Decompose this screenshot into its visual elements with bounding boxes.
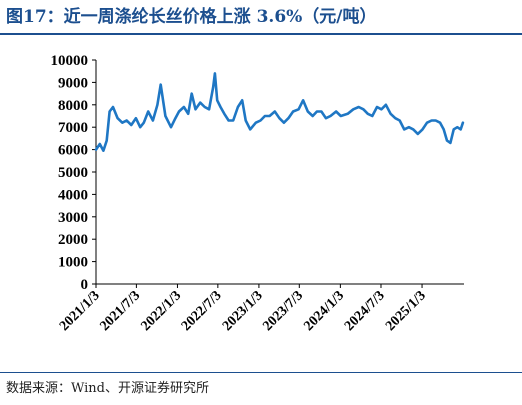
y-tick-label: 0	[81, 277, 89, 293]
y-tick-label: 6000	[58, 143, 88, 159]
x-tick-label: 2021/1/3	[57, 288, 103, 334]
x-tick-label: 2022/1/3	[138, 288, 184, 334]
x-tick-label: 2021/7/3	[97, 288, 143, 334]
y-tick-label: 7000	[58, 120, 88, 136]
series-line-polyester-filament-price	[94, 72, 465, 152]
price-line-chart: 0 1000 2000 3000 4000 5000 6000 7000 8000 9000 100…	[51, 53, 465, 334]
chart-axes	[95, 60, 464, 285]
x-tick-label: 2022/7/3	[179, 288, 225, 334]
y-tick-label: 4000	[58, 187, 88, 203]
chart-title: 图17：近一周涤纶长丝价格上涨 3.6%（元/吨）	[6, 7, 377, 27]
x-tick-label: 2024/7/3	[342, 288, 388, 334]
y-axis-ticks: 0 1000 2000 3000 4000 5000 6000 7000 8000 9000 100…	[51, 53, 96, 293]
x-axis-ticks: 2021/1/32021/7/32022/1/32022/7/32023/1/3…	[57, 284, 429, 334]
y-tick-label: 5000	[58, 165, 88, 181]
x-tick-label: 2023/7/3	[260, 288, 306, 334]
y-tick-label: 3000	[58, 210, 88, 226]
y-tick-label: 10000	[51, 53, 89, 69]
y-tick-label: 1000	[58, 255, 88, 271]
y-tick-label: 9000	[58, 75, 88, 91]
x-tick-label: 2023/1/3	[220, 288, 266, 334]
y-tick-label: 8000	[58, 98, 88, 114]
x-tick-label: 2024/1/3	[301, 288, 347, 334]
title-rule	[0, 33, 522, 35]
footer-rule	[0, 372, 522, 373]
y-tick-label: 2000	[58, 232, 88, 248]
source-note: 数据来源：Wind、开源证券研究所	[6, 381, 209, 396]
x-tick-label: 2025/1/3	[383, 288, 429, 334]
